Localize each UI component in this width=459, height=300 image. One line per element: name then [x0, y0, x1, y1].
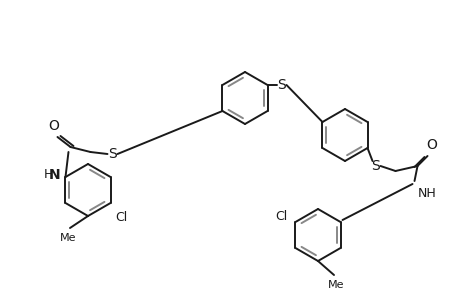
Text: O: O [48, 119, 59, 133]
Text: Cl: Cl [274, 211, 287, 224]
Text: S: S [370, 159, 379, 173]
Text: H: H [44, 169, 53, 182]
Text: S: S [276, 78, 285, 92]
Text: Cl: Cl [115, 211, 128, 224]
Text: Me: Me [327, 280, 343, 290]
Text: O: O [425, 138, 436, 152]
Text: S: S [108, 147, 117, 161]
Text: Me: Me [60, 233, 76, 243]
Text: N: N [49, 168, 60, 182]
Text: NH: NH [417, 187, 435, 200]
